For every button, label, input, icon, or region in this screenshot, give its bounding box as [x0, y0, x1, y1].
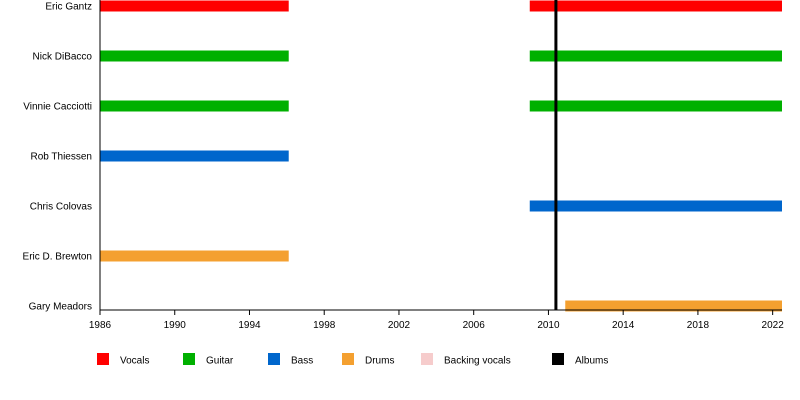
bar-nick-dibacco-guitar-0 [100, 50, 289, 62]
member-label-chris-colovas: Chris Colovas [30, 202, 92, 213]
x-tick-label-2006: 2006 [463, 320, 486, 331]
x-tick-label-2010: 2010 [537, 320, 560, 331]
legend-swatch-bass [268, 353, 280, 365]
legend-label-backing-vocals: Backing vocals [444, 356, 511, 367]
x-tick-label-2018: 2018 [687, 320, 710, 331]
x-tick-label-1998: 1998 [313, 320, 336, 331]
legend-label-albums: Albums [575, 356, 608, 367]
x-tick-label-1994: 1994 [238, 320, 261, 331]
legend-swatch-drums [342, 353, 354, 365]
legend-swatch-backing-vocals [421, 353, 433, 365]
x-tick-label-1990: 1990 [164, 320, 187, 331]
legend-swatch-guitar [183, 353, 195, 365]
bar-vinnie-cacciotti-guitar-1 [529, 100, 782, 112]
legend-swatch-albums [552, 353, 564, 365]
bar-gary-meadors-drums-0 [565, 300, 782, 312]
x-axis: 1986 1990 1994 1998 2002 2006 2010 2014 2018 2022 [89, 0, 784, 331]
member-label-rob-thiessen: Rob Thiessen [30, 152, 92, 163]
member-label-gary-meadors: Gary Meadors [29, 302, 92, 313]
bar-eric-d-brewton-drums-0 [100, 250, 289, 262]
bar-rob-thiessen-bass-0 [100, 150, 289, 162]
legend-swatch-vocals [97, 353, 109, 365]
member-label-vinnie-cacciotti: Vinnie Cacciotti [23, 102, 92, 113]
legend-label-guitar: Guitar [206, 356, 234, 367]
legend-label-vocals: Vocals [120, 356, 149, 367]
x-tick-label-2002: 2002 [388, 320, 411, 331]
bar-chris-colovas-bass-0 [529, 200, 782, 212]
bar-eric-gantz-vocals-1 [529, 0, 782, 12]
x-tick-label-2022: 2022 [762, 320, 785, 331]
bar-nick-dibacco-guitar-1 [529, 50, 782, 62]
bar-eric-gantz-vocals-0 [100, 0, 289, 12]
member-label-nick-dibacco: Nick DiBacco [33, 52, 93, 63]
legend-label-bass: Bass [291, 356, 313, 367]
member-label-eric-gantz: Eric Gantz [45, 2, 92, 13]
x-tick-label-1986: 1986 [89, 320, 112, 331]
legend: Vocals Guitar Bass Drums Backing vocals Album… [97, 353, 608, 367]
member-labels: Eric Gantz Nick DiBacco Vinnie Cacciotti Ro… [23, 2, 93, 313]
bar-vinnie-cacciotti-guitar-0 [100, 100, 289, 112]
legend-label-drums: Drums [365, 356, 394, 367]
member-label-eric-d-brewton: Eric D. Brewton [23, 252, 92, 263]
x-tick-label-2014: 2014 [612, 320, 635, 331]
member-bars [100, 0, 782, 312]
